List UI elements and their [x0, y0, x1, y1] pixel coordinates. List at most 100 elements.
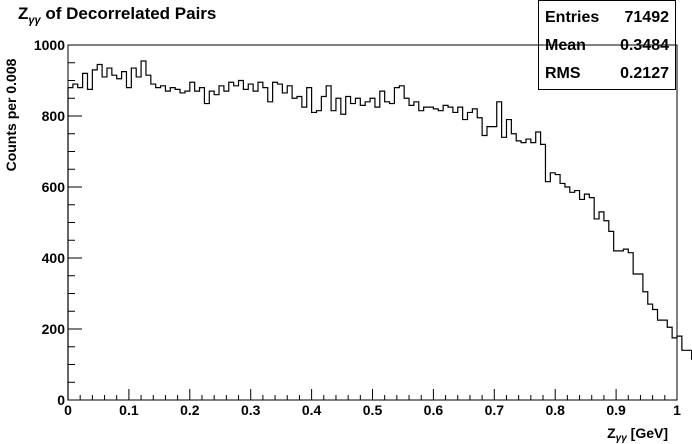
histogram-outline: [67, 60, 692, 400]
histogram-bar: [326, 86, 331, 400]
histogram-bar: [117, 79, 122, 400]
histogram-bar: [243, 89, 248, 400]
histogram-bar: [536, 132, 541, 400]
y-tick-label: 1000: [34, 37, 65, 53]
x-tick-label: 0.6: [424, 402, 444, 418]
histogram-bar: [604, 221, 609, 400]
histogram-bar: [346, 96, 351, 400]
histogram-bar: [321, 96, 326, 400]
histogram-bar: [331, 111, 336, 400]
histogram-bar: [433, 109, 438, 400]
histogram-bar: [584, 194, 589, 400]
x-axis-label-rest: [GeV]: [627, 425, 668, 441]
histogram-bar: [360, 105, 365, 400]
x-tick-label: 0.3: [241, 402, 261, 418]
histogram-bar: [404, 98, 409, 400]
histogram-bar: [302, 107, 307, 400]
histogram-bar: [165, 91, 170, 400]
histogram-bar: [204, 104, 209, 400]
histogram-bar: [355, 98, 360, 400]
stats-rms-value: 0.2127: [620, 65, 669, 82]
histogram-bar: [375, 107, 380, 400]
histogram-bar: [506, 120, 511, 400]
stats-entries-value: 71492: [624, 9, 670, 26]
histogram-bar: [341, 114, 346, 400]
histogram-bar: [453, 112, 458, 400]
histogram-bar: [667, 327, 672, 400]
histogram-bar: [682, 350, 687, 400]
histogram-bar: [239, 81, 244, 401]
histogram-bar: [365, 102, 370, 400]
x-axis-label-main: Z: [607, 425, 616, 441]
histogram-bar: [78, 88, 83, 400]
histogram-bar: [263, 88, 268, 400]
histogram-bar: [463, 120, 468, 400]
x-tick-label: 0.2: [180, 402, 200, 418]
histogram-bar: [589, 198, 594, 400]
histogram-bar: [92, 70, 97, 400]
histogram-bar: [614, 251, 619, 400]
histogram-bar: [623, 249, 628, 400]
histogram-bar: [472, 109, 477, 400]
histogram-bar: [609, 231, 614, 400]
histogram-bar: [83, 73, 88, 400]
histogram-bar: [248, 84, 253, 400]
histogram-bar: [399, 86, 404, 400]
histogram-bar: [277, 84, 282, 400]
histogram-bar: [170, 88, 175, 400]
histogram-bar: [419, 111, 424, 400]
histogram-bar: [97, 65, 102, 400]
histogram-bar: [555, 175, 560, 400]
x-tick-label: 0.9: [606, 402, 626, 418]
histogram-bar: [394, 88, 399, 400]
histogram-bar: [448, 107, 453, 400]
y-tick-label: 400: [42, 250, 66, 266]
histogram-bar: [511, 134, 516, 400]
histogram-bar: [200, 88, 205, 400]
x-tick-label: 0.5: [363, 402, 383, 418]
histogram-bar: [648, 304, 653, 400]
y-tick-label: 200: [42, 321, 66, 337]
histogram-bar: [68, 88, 73, 400]
histogram-bar: [253, 91, 258, 400]
x-tick-label: 0.8: [545, 402, 565, 418]
histogram-bar: [126, 88, 131, 400]
histogram-bar: [541, 144, 546, 400]
x-tick-label: 0.7: [485, 402, 505, 418]
histogram-bar: [234, 86, 239, 400]
histogram-bar: [307, 88, 312, 400]
y-tick-label: 600: [42, 179, 66, 195]
histogram-bar: [146, 75, 151, 400]
y-tick-label: 800: [42, 108, 66, 124]
histogram-bar: [516, 141, 521, 400]
histogram-bar: [477, 118, 482, 400]
histogram-bar: [580, 199, 585, 400]
x-tick-label: 0: [64, 402, 72, 418]
x-tick-label: 0.4: [302, 402, 322, 418]
histogram-bar: [287, 86, 292, 400]
histogram-bar: [370, 98, 375, 400]
histogram-bar: [599, 212, 604, 400]
histogram-bar: [468, 112, 473, 400]
histogram-bar: [482, 136, 487, 400]
histogram-bar: [141, 61, 146, 400]
histogram-bar: [443, 105, 448, 400]
histogram-bar: [575, 191, 580, 400]
histogram-bar: [643, 292, 648, 400]
x-tick-label: 0.1: [119, 402, 139, 418]
histogram-bar: [136, 77, 141, 400]
histogram-bar: [619, 251, 624, 400]
histogram-bar: [521, 143, 526, 400]
histogram-bar: [151, 84, 156, 400]
histogram-bar: [531, 143, 536, 400]
histogram-bar: [492, 127, 497, 400]
histogram-bar: [628, 253, 633, 400]
histogram-bar: [385, 102, 390, 400]
histogram-bar: [102, 77, 107, 400]
histogram-bar: [502, 137, 507, 400]
histogram-bar: [316, 111, 321, 400]
histogram-bar: [390, 104, 395, 400]
histogram-bar: [424, 107, 429, 400]
histogram-bar: [677, 336, 682, 400]
